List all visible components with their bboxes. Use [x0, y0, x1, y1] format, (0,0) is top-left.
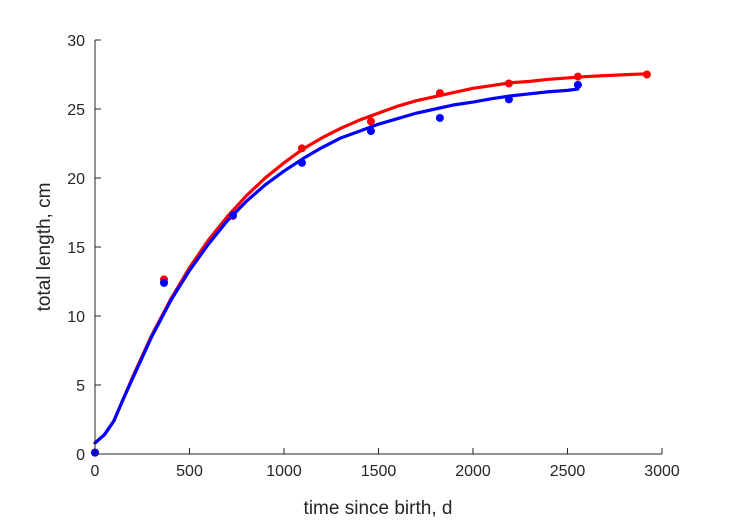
data-point: [504, 79, 513, 88]
data-point: [366, 117, 375, 126]
data-point: [573, 80, 582, 89]
data-point: [642, 70, 651, 79]
x-tick-label: 1500: [361, 463, 397, 480]
y-ticks: 0 5 10 15 20 25 30: [67, 33, 101, 464]
data-point: [504, 95, 513, 104]
fit-line: [93, 87, 580, 445]
y-tick-label: 20: [67, 171, 85, 188]
x-tick-label: 2000: [455, 463, 491, 480]
y-tick-label: 10: [67, 309, 85, 326]
data-point: [366, 127, 375, 136]
x-tick-label: 0: [91, 463, 100, 480]
series-layer: [91, 70, 651, 457]
y-tick-label: 0: [76, 447, 85, 464]
x-ticks: 0 500 1000 1500 2000 2500 3000: [91, 448, 680, 480]
y-tick-label: 15: [67, 240, 85, 257]
data-point: [159, 278, 168, 287]
x-tick-label: 2500: [550, 463, 586, 480]
data-point: [435, 89, 444, 98]
y-tick-label: 25: [67, 102, 85, 119]
data-point: [228, 211, 237, 220]
x-tick-label: 500: [176, 463, 203, 480]
x-axis-label: time since birth, d: [304, 498, 453, 519]
y-axis-label: total length, cm: [34, 183, 55, 312]
y-tick-label: 5: [76, 378, 85, 395]
data-point: [297, 158, 306, 167]
data-point: [297, 144, 306, 153]
x-tick-label: 3000: [644, 463, 680, 480]
x-tick-label: 1000: [266, 463, 302, 480]
data-point: [573, 72, 582, 81]
plot-area: [95, 40, 662, 454]
y-tick-label: 30: [67, 33, 85, 50]
data-point: [435, 113, 444, 122]
